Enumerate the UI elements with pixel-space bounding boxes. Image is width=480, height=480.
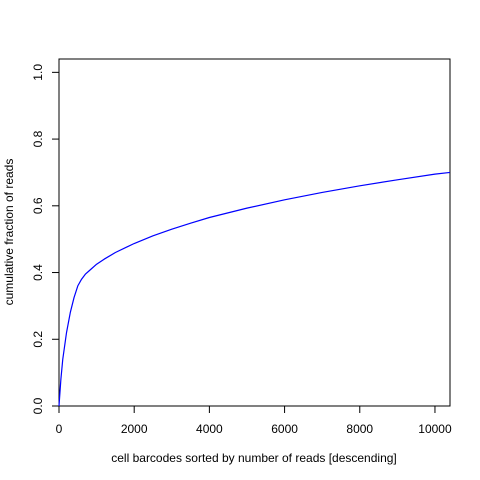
x-tick-label: 2000 <box>121 422 148 436</box>
y-axis: 0.0 0.2 0.4 0.6 0.8 1.0 <box>31 64 60 414</box>
x-axis: 0 2000 4000 6000 8000 10000 <box>56 405 452 436</box>
x-tick-label: 6000 <box>271 422 298 436</box>
x-axis-title: cell barcodes sorted by number of reads … <box>111 451 397 465</box>
x-tick-label: 10000 <box>418 422 452 436</box>
x-tick-label: 0 <box>56 422 63 436</box>
y-tick-label: 0.0 <box>31 397 45 414</box>
y-tick-label: 0.8 <box>31 130 45 147</box>
y-axis-title: cumulative fraction of reads <box>2 159 16 306</box>
series-layer <box>58 171 451 407</box>
series-line <box>58 171 451 407</box>
y-tick-label: 0.2 <box>31 331 45 348</box>
y-tick-label: 1.0 <box>31 64 45 81</box>
x-tick-label: 4000 <box>196 422 223 436</box>
plot-frame <box>58 58 451 407</box>
x-tick-label: 8000 <box>346 422 373 436</box>
y-tick-label: 0.4 <box>31 264 45 281</box>
y-tick-label: 0.6 <box>31 197 45 214</box>
